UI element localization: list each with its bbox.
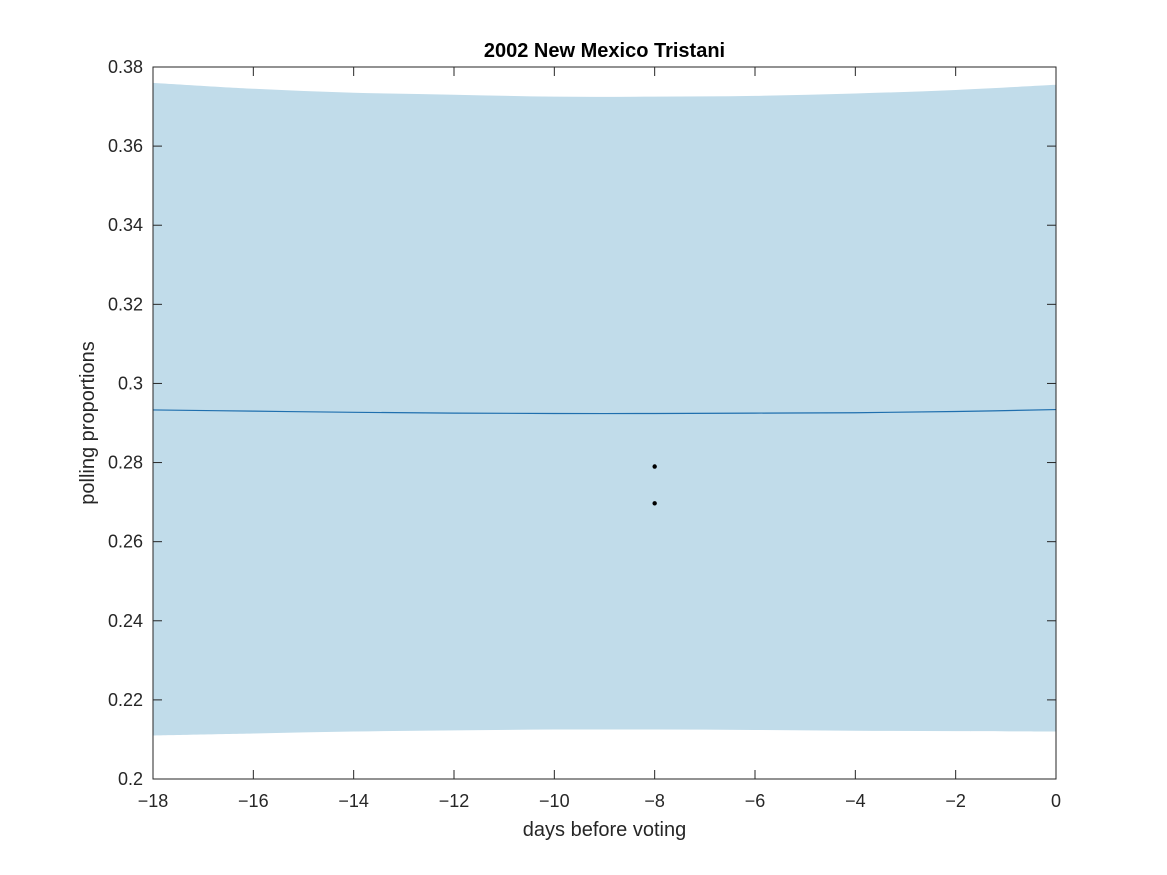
axes-box xyxy=(152,66,1057,780)
y-tick-label: 0.2 xyxy=(118,769,143,789)
axes: −18 −16 −14 −12 −10 −8 −6 −4 −2 0 0.2 0.22 0.24 0.26 0… xyxy=(108,57,1061,811)
y-tick-label: 0.26 xyxy=(108,532,143,552)
poll-point xyxy=(652,501,657,506)
confidence-band xyxy=(153,82,1056,736)
y-tick-label: 0.34 xyxy=(108,215,143,235)
y-tick-label: 0.36 xyxy=(108,136,143,156)
x-tick-label: −12 xyxy=(439,791,470,811)
y-tick-label: 0.3 xyxy=(118,373,143,393)
x-tick-label: −16 xyxy=(238,791,269,811)
x-tick-label: −10 xyxy=(539,791,570,811)
x-axis-label: days before voting xyxy=(523,819,686,841)
x-tick-label: −4 xyxy=(845,791,866,811)
x-tick-label: 0 xyxy=(1051,791,1061,811)
y-tick-label: 0.22 xyxy=(108,690,143,710)
chart-title: 2002 New Mexico Tristani xyxy=(484,40,725,62)
y-tick-label: 0.28 xyxy=(108,453,143,473)
y-tick-label: 0.38 xyxy=(108,57,143,77)
y-tick-label: 0.24 xyxy=(108,611,143,631)
poll-point xyxy=(652,464,657,469)
x-tick-label: −14 xyxy=(338,791,369,811)
x-tick-label: −18 xyxy=(138,791,169,811)
x-tick-label: −8 xyxy=(644,791,665,811)
x-tick-label: −2 xyxy=(945,791,966,811)
x-tick-label: −6 xyxy=(745,791,766,811)
y-axis-label: polling proportions xyxy=(77,341,99,504)
plot-area xyxy=(152,82,1057,736)
y-tick-label: 0.32 xyxy=(108,294,143,314)
trend-line xyxy=(152,408,1057,415)
